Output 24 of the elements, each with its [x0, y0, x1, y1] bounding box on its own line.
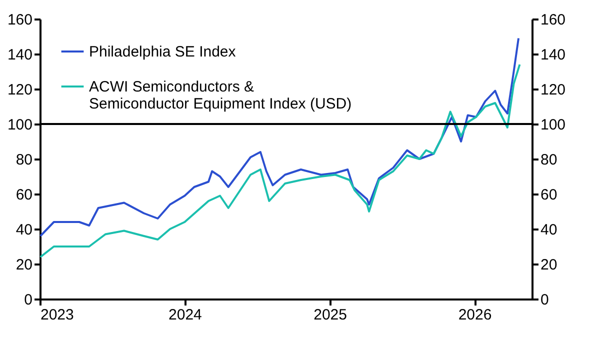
x-tick-label: 2024 — [168, 306, 202, 324]
y-tick-label: 80 — [16, 152, 32, 168]
y-tick-label: 40 — [16, 222, 32, 238]
legend-label: Philadelphia SE Index — [89, 44, 236, 60]
y2-tick-label: 80 — [540, 152, 558, 168]
y2-tick-label: 120 — [540, 82, 566, 98]
y-tick-label: 100 — [7, 116, 32, 134]
y2-tick-label: 60 — [540, 186, 558, 204]
x-tick-label: 2026 — [458, 306, 492, 324]
y-tick-label: 140 — [7, 46, 32, 64]
y2-tick-label: 160 — [540, 12, 566, 28]
y-tick-label: 0 — [24, 292, 32, 308]
y-tick-label: 20 — [16, 256, 32, 274]
y2-tick-label: 20 — [540, 256, 558, 274]
x-tick-label: 2023 — [40, 306, 74, 324]
y2-tick-label: 0 — [540, 292, 549, 308]
y-tick-label: 160 — [7, 12, 32, 28]
y-tick-label: 60 — [16, 186, 32, 204]
x-tick-label: 2025 — [314, 306, 347, 324]
y2-tick-label: 140 — [540, 46, 566, 64]
y2-tick-label: 40 — [540, 222, 558, 238]
legend-label: ACWI Semiconductors & Semiconductor Equipment Index (USD) — [89, 78, 352, 112]
y2-tick-label: 100 — [540, 116, 566, 134]
y-tick-label: 120 — [7, 82, 32, 98]
